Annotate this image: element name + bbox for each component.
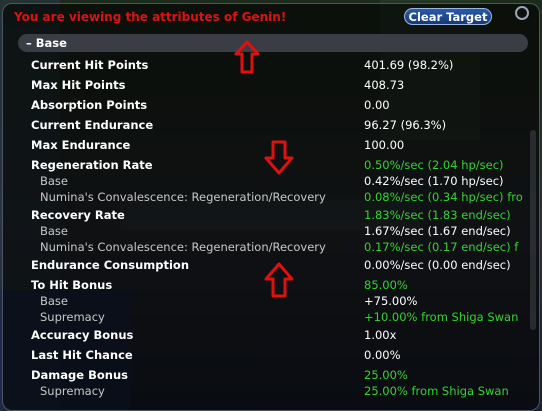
attribute-value: 0.00 [364,98,390,112]
attribute-label: Accuracy Bonus [31,328,134,342]
attribute-row: Damage Bonus 25.00% [0,367,542,383]
attribute-value: 0.50%/sec (2.04 hp/sec) [364,158,504,172]
attribute-row: Absorption Points 0.00 [0,97,542,113]
attribute-row: Endurance Consumption 0.00%/sec (0.00 end… [0,257,542,273]
attribute-value: 0.42%/sec (1.70 hp/sec) [364,174,504,188]
attribute-value: 0.17%/sec (0.17 end/sec) f [364,240,519,254]
attribute-label: To Hit Bonus [31,278,113,292]
section-base-header[interactable]: – Base [18,34,528,52]
attribute-value: +10.00% from Shiga Swan [364,310,519,324]
attribute-row: Numina's Convalescence: Regeneration/Rec… [0,189,542,205]
attribute-sublabel: Supremacy [40,310,105,324]
window-title: You are viewing the attributes of Genin! [14,10,287,24]
attribute-value: 0.00%/sec (0.00 end/sec) [364,258,511,272]
arrow-up-icon [264,262,294,298]
attribute-value: 401.69 (98.2%) [364,58,454,72]
attribute-label: Damage Bonus [31,368,128,382]
attribute-row: Base 0.42%/sec (1.70 hp/sec) [0,173,542,189]
attribute-row: Recovery Rate 1.83%/sec (1.83 end/sec) [0,207,542,223]
attribute-sublabel: Numina's Convalescence: Regeneration/Rec… [40,240,326,254]
attribute-value: 0.00% [364,348,401,362]
attribute-value: 1.67%/sec (1.67 end/sec) [364,224,511,238]
attribute-label: Max Hit Points [31,78,126,92]
attribute-row: Base +75.00% [0,293,542,309]
attribute-sublabel: Supremacy [40,384,105,398]
attribute-row: Base 1.67%/sec (1.67 end/sec) [0,223,542,239]
attributes-window [2,3,540,411]
attribute-row: Numina's Convalescence: Regeneration/Rec… [0,239,542,255]
attribute-value: 25.00% [364,368,408,382]
clear-target-button[interactable]: Clear Target [404,8,492,25]
collapse-icon: – [26,36,32,50]
attribute-label: Endurance Consumption [31,258,190,272]
attribute-value: +75.00% [364,294,418,308]
arrow-up-icon [234,40,260,74]
attribute-value: 1.83%/sec (1.83 end/sec) [364,208,511,222]
attribute-sublabel: Base [40,294,69,308]
attribute-label: Regeneration Rate [31,158,153,172]
attribute-sublabel: Numina's Convalescence: Regeneration/Rec… [40,190,326,204]
attribute-label: Last Hit Chance [31,348,133,362]
attribute-value: 25.00% from Shiga Swan [364,384,509,398]
attribute-value: 0.08%/sec (0.34 hp/sec) fro [364,190,523,204]
scrollbar[interactable] [530,130,536,330]
attribute-sublabel: Base [40,174,69,188]
attribute-row: Max Endurance 100.00 [0,137,542,153]
attribute-row: Last Hit Chance 0.00% [0,347,542,363]
attribute-row: Supremacy +10.00% from Shiga Swan [0,309,542,325]
attribute-row: To Hit Bonus 85.00% [0,277,542,293]
attribute-label: Absorption Points [31,98,148,112]
attribute-value: 85.00% [364,278,408,292]
attribute-row: Supremacy 25.00% from Shiga Swan [0,383,542,399]
attribute-value: 96.27 (96.3%) [364,118,447,132]
attribute-value: 408.73 [364,78,405,92]
attribute-row: Current Hit Points 401.69 (98.2%) [0,57,542,73]
attribute-label: Current Endurance [31,118,154,132]
attribute-label: Max Endurance [31,138,131,152]
attribute-sublabel: Base [40,224,69,238]
arrow-down-icon [264,140,294,175]
attribute-value: 1.00x [364,328,397,342]
attribute-label: Recovery Rate [31,208,125,222]
section-title: Base [35,36,67,50]
attribute-row: Regeneration Rate 0.50%/sec (2.04 hp/sec) [0,157,542,173]
window-close-icon[interactable] [515,6,529,20]
attribute-row: Current Endurance 96.27 (96.3%) [0,117,542,133]
attribute-row: Accuracy Bonus 1.00x [0,327,542,343]
attribute-label: Current Hit Points [31,58,149,72]
attribute-row: Max Hit Points 408.73 [0,77,542,93]
attribute-value: 100.00 [364,138,405,152]
